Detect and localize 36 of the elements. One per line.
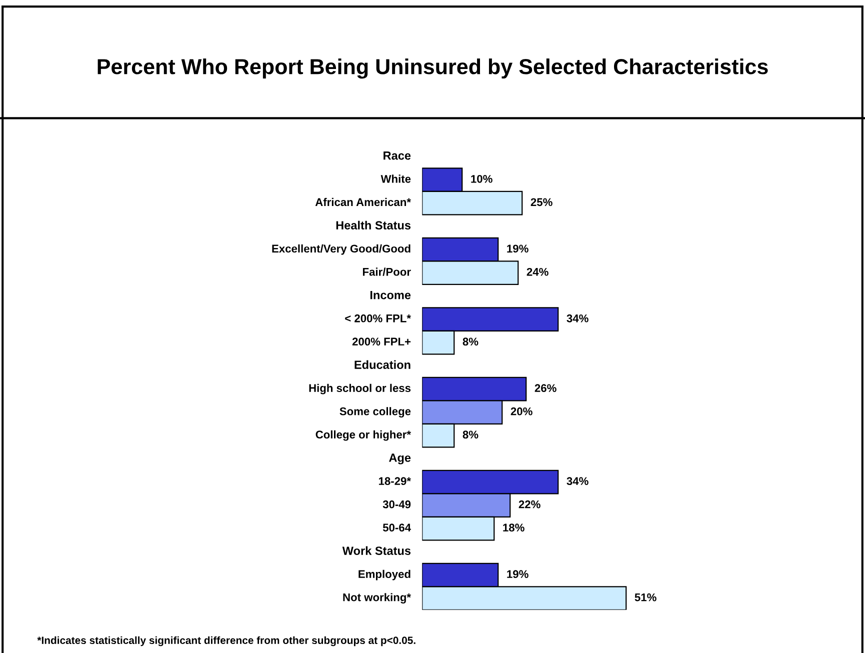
y-tick-label: Education bbox=[354, 360, 410, 369]
y-tick-label: 18-29* bbox=[378, 477, 411, 486]
y-tick-label: High school or less bbox=[309, 384, 411, 394]
data-label: 20% bbox=[510, 407, 532, 416]
data-label: 18% bbox=[503, 524, 524, 532]
y-tick-label: Work Status bbox=[342, 546, 411, 555]
y-tick-label: Health Status bbox=[336, 220, 411, 230]
data-label: 8% bbox=[462, 338, 478, 346]
y-tick-label: Not working* bbox=[343, 593, 411, 604]
y-tick-label: Income bbox=[370, 291, 411, 300]
data-label: 51% bbox=[634, 593, 656, 602]
data-label: 34% bbox=[566, 314, 588, 322]
y-tick-label: < 200% FPL* bbox=[345, 314, 411, 322]
chart-title: Percent Who Report Being Uninsured by Selected Characteristics bbox=[98, 58, 768, 79]
data-label: 24% bbox=[526, 268, 548, 276]
y-tick-label: College or higher* bbox=[316, 430, 411, 441]
y-tick-label: Some college bbox=[340, 407, 411, 418]
y-tick-label: White bbox=[380, 174, 411, 183]
data-label: 19% bbox=[507, 244, 528, 253]
data-label: 10% bbox=[471, 174, 492, 183]
data-label: 8% bbox=[462, 430, 478, 439]
data-label: 19% bbox=[507, 570, 528, 578]
data-label: 25% bbox=[530, 198, 552, 206]
y-tick-label: Age bbox=[389, 454, 411, 464]
y-tick-label: 200% FPL+ bbox=[352, 338, 411, 346]
y-tick-label: Race bbox=[384, 152, 411, 160]
y-tick-label: Employed bbox=[358, 570, 410, 580]
y-tick-label: African American* bbox=[315, 198, 411, 206]
y-tick-label: 50-64 bbox=[382, 524, 411, 532]
y-tick-label: Fair/Poor bbox=[362, 268, 411, 276]
data-label: 26% bbox=[534, 384, 556, 392]
y-tick-label: 30-49 bbox=[382, 500, 411, 508]
data-label: 22% bbox=[518, 500, 540, 508]
text: *Indicates statistically significant difference from other subgroups at p<0.05. bbox=[37, 636, 416, 646]
y-tick-label: Excellent/Very Good/Good bbox=[272, 244, 410, 255]
data-label: 34% bbox=[566, 477, 588, 486]
